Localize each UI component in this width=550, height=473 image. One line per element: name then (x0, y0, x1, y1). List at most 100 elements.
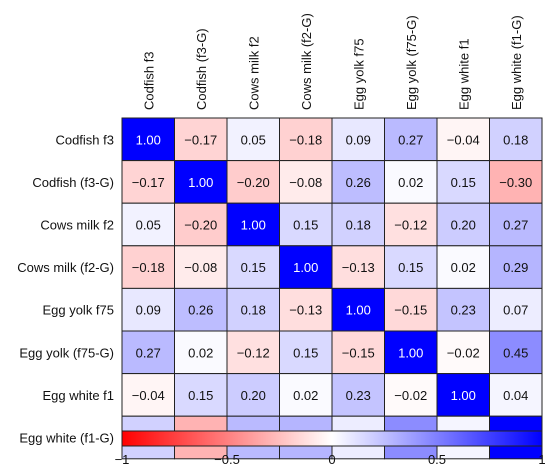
cell-value-label: 0.26 (188, 303, 213, 318)
column-label: Egg white f1 (456, 38, 471, 110)
cell-value-label: −0.18 (132, 260, 165, 275)
heatmap-cell (436, 202, 490, 247)
cell-value-label: 0.15 (241, 260, 266, 275)
row-label: Codfish (f3-G) (32, 175, 114, 190)
heatmap-cell (331, 287, 385, 332)
cell-value-label: −0.20 (237, 175, 270, 190)
row-labels: Codfish f3 Codfish (f3-G) Cows milk f2 Cows… (17, 132, 114, 445)
cell-value-label: −0.18 (289, 132, 322, 147)
colorbar-tick-label: 1 (538, 452, 545, 467)
cell-value-label: 1.00 (451, 388, 476, 403)
heatmap-cell (489, 287, 543, 332)
column-labels: Codfish f3 Codfish (f3-G) Cows milk f2 Cows… (141, 13, 524, 110)
cell-value-label: 0.02 (188, 345, 213, 360)
cell-value-label: 0.27 (398, 132, 423, 147)
heatmap-cell (226, 245, 280, 289)
column-label: Cows milk f2 (246, 36, 261, 110)
row-label: Egg white f1 (42, 388, 114, 403)
row-label: Cows milk f2 (40, 218, 114, 233)
heatmap-cell (384, 117, 438, 162)
cell-value-label: −0.12 (237, 345, 270, 360)
cell-value-label: 0.09 (346, 132, 371, 147)
cell-value-label: 0.15 (398, 260, 423, 275)
heatmap-cell (226, 202, 280, 247)
row-label: Egg yolk f75 (42, 303, 114, 318)
cell-value-label: 0.02 (398, 175, 423, 190)
heatmap-cells: 1.00 −0.17 0.05 −0.18 0.09 0.27 −0.04 0.18 −0.17… (121, 117, 543, 460)
heatmap-cell (436, 373, 490, 417)
cell-value-label: 0.15 (293, 218, 318, 233)
heatmap-cell (489, 117, 543, 162)
cell-value-label: 0.27 (503, 218, 528, 233)
heatmap-cell (279, 245, 333, 289)
colorbar-tick-label: 0 (328, 452, 335, 467)
cell-value-label: −0.08 (289, 175, 322, 190)
heatmap-cell (226, 330, 280, 375)
column-label: Codfish (f3-G) (194, 28, 209, 110)
column-label: Egg yolk f75 (351, 38, 366, 110)
heatmap-cell (279, 287, 333, 332)
cell-value-label: 0.27 (136, 345, 161, 360)
cell-value-label: −0.15 (394, 303, 427, 318)
cell-value-label: 0.15 (188, 388, 213, 403)
heatmap-cell (174, 202, 228, 247)
cell-value-label: 0.20 (241, 388, 266, 403)
cell-value-label: −0.04 (447, 132, 480, 147)
colorbar-gradient (121, 430, 543, 447)
cell-value-label: −0.30 (499, 175, 532, 190)
heatmap-cell (384, 202, 438, 247)
heatmap-cell (121, 202, 175, 247)
row-label: Egg white (f1-G) (19, 431, 114, 446)
heatmap-cell (384, 373, 438, 417)
heatmap-cell (489, 160, 543, 204)
heatmap-cell (436, 245, 490, 289)
cell-value-label: 0.20 (451, 218, 476, 233)
cell-value-label: −0.17 (132, 175, 165, 190)
column-label: Cows milk (f2-G) (299, 13, 314, 110)
row-label: Codfish f3 (55, 132, 114, 147)
cell-value-label: −0.15 (342, 345, 375, 360)
heatmap-cell (384, 160, 438, 204)
row-label: Cows milk (f2-G) (17, 260, 114, 275)
cell-value-label: 0.18 (346, 218, 371, 233)
heatmap-cell (331, 373, 385, 417)
cell-value-label: 0.18 (241, 303, 266, 318)
cell-value-label: −0.04 (132, 388, 165, 403)
heatmap-cell (279, 202, 333, 247)
cell-value-label: 0.23 (346, 388, 371, 403)
cell-value-label: 0.23 (451, 303, 476, 318)
cell-value-label: 1.00 (241, 218, 266, 233)
cell-value-label: −0.20 (184, 218, 217, 233)
heatmap-cell (174, 117, 228, 162)
heatmap-cell (174, 330, 228, 375)
cell-value-label: 0.07 (503, 303, 528, 318)
heatmap-cell (279, 160, 333, 204)
cell-value-label: 0.05 (136, 218, 161, 233)
heatmap-cell (174, 373, 228, 417)
heatmap-cell (331, 202, 385, 247)
cell-value-label: 1.00 (398, 345, 423, 360)
heatmap-cell (331, 330, 385, 375)
column-label: Egg white (f1-G) (509, 15, 524, 110)
cell-value-label: 1.00 (293, 260, 318, 275)
colorbar: −1 −0.5 0 0.5 1 (115, 430, 546, 467)
heatmap-cell (489, 373, 543, 417)
cell-value-label: 0.45 (503, 345, 528, 360)
heatmap-cell (331, 245, 385, 289)
row-label: Egg yolk (f75-G) (19, 345, 114, 360)
heatmap-cell (436, 330, 490, 375)
heatmap-cell (174, 160, 228, 204)
column-label: Codfish f3 (141, 51, 156, 110)
cell-value-label: −0.13 (289, 303, 322, 318)
heatmap-cell (436, 287, 490, 332)
cell-value-label: −0.08 (184, 260, 217, 275)
colorbar-tick-label: −0.5 (214, 452, 240, 467)
heatmap-cell (226, 373, 280, 417)
cell-value-label: 1.00 (188, 175, 213, 190)
colorbar-tick-label: 0.5 (428, 452, 446, 467)
colorbar-tick-label: −1 (115, 452, 130, 467)
heatmap-cell (226, 117, 280, 162)
cell-value-label: 0.02 (451, 260, 476, 275)
cell-value-label: −0.02 (447, 345, 480, 360)
